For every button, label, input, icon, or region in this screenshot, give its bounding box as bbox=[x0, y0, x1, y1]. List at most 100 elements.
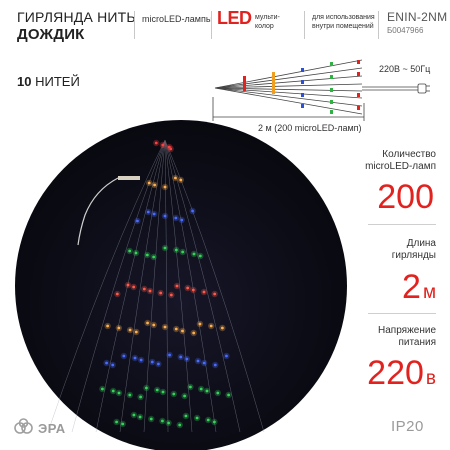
led-bulb bbox=[195, 416, 199, 420]
threads-label: НИТЕЙ bbox=[35, 74, 80, 89]
led-bulb bbox=[159, 291, 163, 295]
led-bulb bbox=[180, 218, 184, 222]
led-bulb bbox=[198, 322, 202, 326]
spec-voltage-value: 220 bbox=[367, 354, 424, 392]
led-bulb bbox=[213, 363, 217, 367]
length-label: 2 м (200 microLED-ламп) bbox=[258, 123, 362, 133]
led-bulb bbox=[216, 391, 220, 395]
led-bulb bbox=[181, 329, 184, 333]
led-bulb bbox=[192, 252, 196, 256]
led-bulb bbox=[115, 292, 119, 296]
led-bulb bbox=[152, 255, 156, 259]
header-divider bbox=[211, 11, 212, 39]
led-bulb bbox=[139, 395, 143, 399]
era-logo-icon bbox=[14, 418, 33, 434]
led-bulb bbox=[153, 183, 157, 187]
spec-voltage-unit: в bbox=[425, 368, 436, 389]
led-bulb bbox=[191, 288, 195, 292]
title-line-2: ДОЖДИК bbox=[17, 26, 85, 43]
led-bulb bbox=[157, 362, 160, 366]
led-bulb bbox=[133, 356, 137, 360]
voltage-label: 220В ~ 50Гц bbox=[379, 64, 431, 74]
spec-value-count: 200 bbox=[377, 179, 436, 221]
led-bulb bbox=[167, 421, 170, 425]
led-bulb bbox=[122, 354, 126, 358]
led-bulb bbox=[163, 325, 167, 329]
led-bulb bbox=[167, 145, 171, 149]
led-bulb bbox=[185, 357, 189, 361]
product-title: ГИРЛЯНДА НИТЬ ДОЖДИК bbox=[17, 9, 136, 43]
wiring-scheme bbox=[212, 59, 430, 121]
led-bulb bbox=[213, 292, 217, 296]
model-number: ENIN-2NM bbox=[387, 10, 448, 24]
spec-length-line-1: Длина bbox=[406, 238, 436, 249]
spec-length-unit: м bbox=[422, 282, 436, 303]
led-bulb bbox=[227, 393, 231, 397]
spec-value-voltage: 220 в bbox=[367, 355, 436, 397]
led-bulb bbox=[136, 219, 139, 223]
threads-count: 10 НИТЕЙ bbox=[17, 74, 80, 89]
led-bulb bbox=[126, 283, 130, 287]
led-bulb bbox=[202, 290, 206, 294]
led-bulb bbox=[181, 250, 185, 254]
led-bulb bbox=[202, 361, 206, 365]
led-bulb bbox=[174, 176, 177, 180]
header-divider bbox=[378, 11, 379, 39]
header-divider bbox=[134, 11, 135, 39]
led-bulb bbox=[189, 385, 192, 389]
spec-count-line-2: microLED-ламп bbox=[365, 161, 436, 172]
led-bulb bbox=[161, 390, 165, 394]
led-bulb bbox=[128, 393, 132, 397]
indoor-usage-label: для использования внутри помещений bbox=[312, 13, 375, 31]
spec-count-value: 200 bbox=[377, 178, 434, 216]
spec-divider bbox=[368, 313, 436, 314]
led-bulb bbox=[147, 181, 151, 185]
led-bulb bbox=[139, 358, 143, 362]
led-bulb bbox=[134, 251, 138, 255]
led-bulb bbox=[106, 324, 110, 328]
led-bulb bbox=[132, 285, 136, 289]
led-bulb bbox=[186, 286, 190, 290]
led-bulb bbox=[161, 143, 165, 147]
led-bulb bbox=[145, 386, 148, 390]
usage-line-2: внутри помещений bbox=[312, 23, 374, 30]
led-bulb bbox=[146, 210, 150, 214]
spec-label-voltage: Напряжение питания bbox=[378, 325, 436, 349]
header-divider bbox=[304, 11, 305, 39]
ip-rating: IP20 bbox=[391, 418, 424, 435]
led-bulb bbox=[117, 391, 121, 395]
led-bulb bbox=[163, 185, 167, 189]
spec-divider bbox=[368, 224, 436, 225]
title-line-1: ГИРЛЯНДА НИТЬ bbox=[17, 9, 136, 25]
led-bulb bbox=[145, 253, 149, 257]
led-bulb bbox=[111, 363, 115, 367]
led-bulb bbox=[105, 361, 108, 365]
led-bulb bbox=[192, 331, 196, 335]
led-bulb bbox=[152, 212, 156, 216]
led-bulb bbox=[150, 360, 154, 364]
threads-number: 10 bbox=[17, 74, 32, 89]
spec-label-count: Количество microLED-ламп bbox=[365, 149, 436, 173]
led-bulb bbox=[209, 324, 213, 328]
led-bulb bbox=[174, 327, 178, 331]
led-bulb bbox=[149, 417, 153, 421]
spec-voltage-line-1: Напряжение bbox=[378, 325, 436, 336]
led-bulb bbox=[198, 254, 202, 258]
led-bulb bbox=[111, 389, 115, 393]
spec-length-line-2: гирлянды bbox=[391, 250, 436, 261]
led-bulb bbox=[179, 355, 183, 359]
led-bulb bbox=[191, 209, 194, 213]
multicolor-line-2: колор bbox=[255, 23, 274, 30]
led-bulb bbox=[152, 323, 156, 327]
usage-line-1: для использования bbox=[312, 14, 375, 21]
led-bulb bbox=[199, 387, 203, 391]
led-bulb bbox=[206, 418, 210, 422]
led-bulb bbox=[184, 414, 188, 418]
led-bulb bbox=[174, 248, 178, 252]
led-bulb bbox=[163, 246, 167, 250]
led-bulb bbox=[101, 387, 104, 391]
led-bulb bbox=[183, 394, 187, 398]
led-bulb bbox=[168, 353, 171, 357]
spec-length-value: 2 bbox=[402, 268, 421, 306]
